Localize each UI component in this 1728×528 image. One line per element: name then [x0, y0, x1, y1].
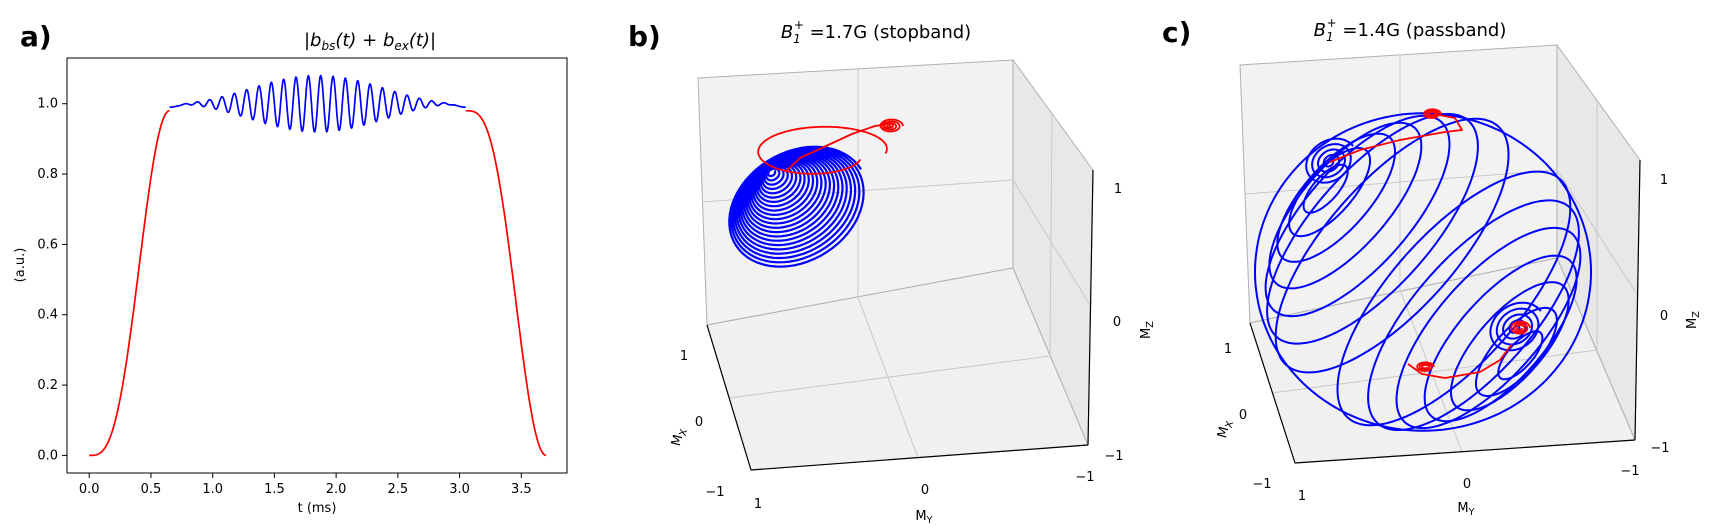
panel-c-3d-chart: B1+ =1.4G (passband) 1 0 −1 1 0 −1 1 0 −… [1215, 16, 1702, 518]
x-tick-label: 2.5 [388, 482, 409, 497]
blue-ring [1268, 121, 1423, 290]
blue-pole-spiral [1489, 301, 1542, 352]
panel-b-trajectories [728, 118, 904, 268]
x-tick-label: 1.5 [264, 482, 285, 497]
panel-c-y-tick: 0 [1463, 477, 1471, 492]
red-path-top [1329, 113, 1463, 163]
panel-c-trajectories [1254, 108, 1592, 432]
panel-b-y-tick: 0 [921, 483, 929, 498]
blue-ring [1264, 114, 1451, 318]
x-tick-label: 0.0 [79, 482, 100, 497]
panel-c-x-tick: 0 [1239, 408, 1247, 423]
blue-pole-spiral [1305, 137, 1354, 184]
blue-ring [1367, 199, 1580, 431]
panel-b-title: B1+ =1.7G (stopband) [781, 18, 971, 46]
panel-a-plot-frame [66, 57, 568, 474]
panel-label-b: b) [628, 20, 661, 53]
panel-b-y-label: MY [915, 509, 933, 526]
panel-a-line-chart: |bbs(t) + bex(t)| 0.0 0.5 1.0 1.5 2.0 2.5 3.0 3… [13, 30, 568, 516]
panel-a-x-ticks: 0.0 0.5 1.0 1.5 2.0 2.5 3.0 3.5 [79, 473, 532, 497]
blue-outer-ring [1254, 112, 1592, 432]
x-tick-label: 3.0 [449, 482, 470, 497]
series-line-plateau [169, 74, 466, 133]
panel-b-z-tick: −1 [1104, 449, 1123, 464]
panel-b-x-tick: 0 [695, 415, 703, 430]
panel-c-z-label: MZ [1685, 311, 1702, 329]
panel-b-z-label: MZ [1139, 321, 1156, 339]
x-tick-label: 0.5 [141, 482, 162, 497]
blue-ring [1423, 254, 1578, 423]
red-spiral-top [1423, 108, 1442, 119]
panel-a-series [89, 74, 547, 457]
panel-b-y-tick: 1 [754, 497, 762, 512]
panel-a-y-ticks: 0.0 0.2 0.4 0.6 0.8 1.0 [37, 97, 67, 463]
panel-label-c: c) [1162, 16, 1191, 49]
panel-c-title: B1+ =1.4G (passband) [1314, 16, 1507, 44]
panel-b-3d-chart: B1+ =1.7G (stopband) 1 0 −1 1 0 −1 1 0 −… [669, 18, 1156, 526]
panel-c-y-label: MY [1457, 501, 1475, 518]
panel-a-title: |bbs(t) + bex(t)| [304, 30, 436, 53]
x-tick-label: 2.0 [326, 482, 347, 497]
blue-ring [1497, 330, 1544, 381]
panel-b-x-label: MX [669, 426, 690, 448]
panel-a-y-label: (a.u.) [13, 248, 28, 283]
panel-c-y-tick: 1 [1298, 489, 1306, 504]
blue-ring [1276, 132, 1396, 263]
blue-trajectory [728, 145, 865, 268]
panel-b-z-tick: 1 [1114, 182, 1122, 197]
x-tick-label: 1.0 [202, 482, 223, 497]
y-tick-label: 1.0 [37, 97, 58, 112]
panel-b-x-tick: −1 [705, 485, 724, 500]
series-line-rise [89, 109, 170, 457]
panel-c-x-label: MX [1215, 418, 1236, 440]
panel-a-x-label: t (ms) [298, 501, 337, 516]
panel-c-x-tick: −1 [1252, 477, 1271, 492]
red-spiral-lower [1416, 361, 1435, 372]
y-tick-label: 0.6 [37, 237, 58, 252]
y-tick-label: 0.2 [37, 378, 58, 393]
panel-label-a: a) [20, 20, 52, 53]
x-tick-label: 3.5 [511, 482, 532, 497]
panel-c-z-tick: 0 [1660, 309, 1668, 324]
blue-ring [1274, 117, 1510, 374]
red-trajectory-path [784, 123, 889, 173]
red-trajectory-loop [757, 125, 888, 175]
y-tick-label: 0.4 [37, 308, 58, 323]
y-tick-label: 0.8 [37, 167, 58, 182]
panel-b-z-tick: 0 [1113, 315, 1121, 330]
red-trajectory-spiral [879, 121, 894, 130]
panel-b-y-tick: −1 [1075, 470, 1094, 485]
red-path-lower [1407, 343, 1513, 379]
y-tick-label: 0.0 [37, 448, 58, 463]
blue-ring [1475, 306, 1558, 397]
panel-c-x-tick: 1 [1224, 342, 1232, 357]
blue-ring [1395, 226, 1582, 430]
red-spiral-bottom [1510, 320, 1531, 335]
panel-c-y-tick: −1 [1620, 464, 1639, 479]
series-line-fall [465, 109, 547, 457]
panel-b-x-tick: 1 [680, 349, 688, 364]
panel-c-z-tick: −1 [1650, 441, 1669, 456]
panel-c-z-tick: 1 [1660, 173, 1668, 188]
